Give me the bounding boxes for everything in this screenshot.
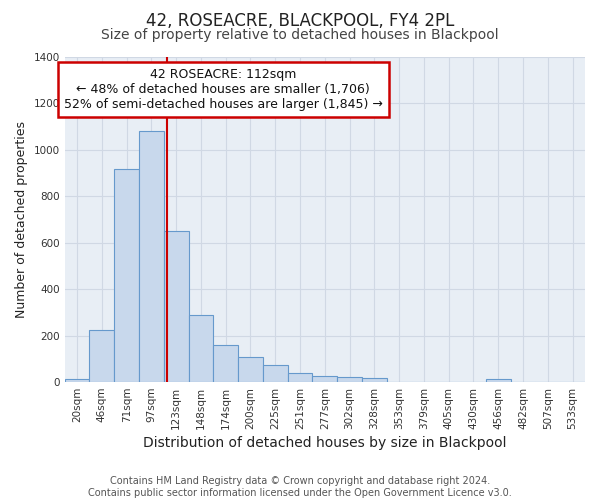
Bar <box>362 378 387 382</box>
Bar <box>313 376 337 382</box>
Text: 42, ROSEACRE, BLACKPOOL, FY4 2PL: 42, ROSEACRE, BLACKPOOL, FY4 2PL <box>146 12 454 30</box>
Bar <box>263 366 287 382</box>
Bar <box>65 378 89 382</box>
Bar <box>89 330 114 382</box>
Bar <box>188 314 214 382</box>
Bar <box>287 373 313 382</box>
X-axis label: Distribution of detached houses by size in Blackpool: Distribution of detached houses by size … <box>143 436 506 450</box>
Bar <box>139 131 164 382</box>
Bar <box>337 378 362 382</box>
Bar <box>238 357 263 382</box>
Bar <box>164 231 188 382</box>
Text: Size of property relative to detached houses in Blackpool: Size of property relative to detached ho… <box>101 28 499 42</box>
Bar <box>486 380 511 382</box>
Bar <box>114 170 139 382</box>
Bar <box>214 346 238 382</box>
Y-axis label: Number of detached properties: Number of detached properties <box>15 121 28 318</box>
Text: 42 ROSEACRE: 112sqm
← 48% of detached houses are smaller (1,706)
52% of semi-det: 42 ROSEACRE: 112sqm ← 48% of detached ho… <box>64 68 383 111</box>
Text: Contains HM Land Registry data © Crown copyright and database right 2024.
Contai: Contains HM Land Registry data © Crown c… <box>88 476 512 498</box>
